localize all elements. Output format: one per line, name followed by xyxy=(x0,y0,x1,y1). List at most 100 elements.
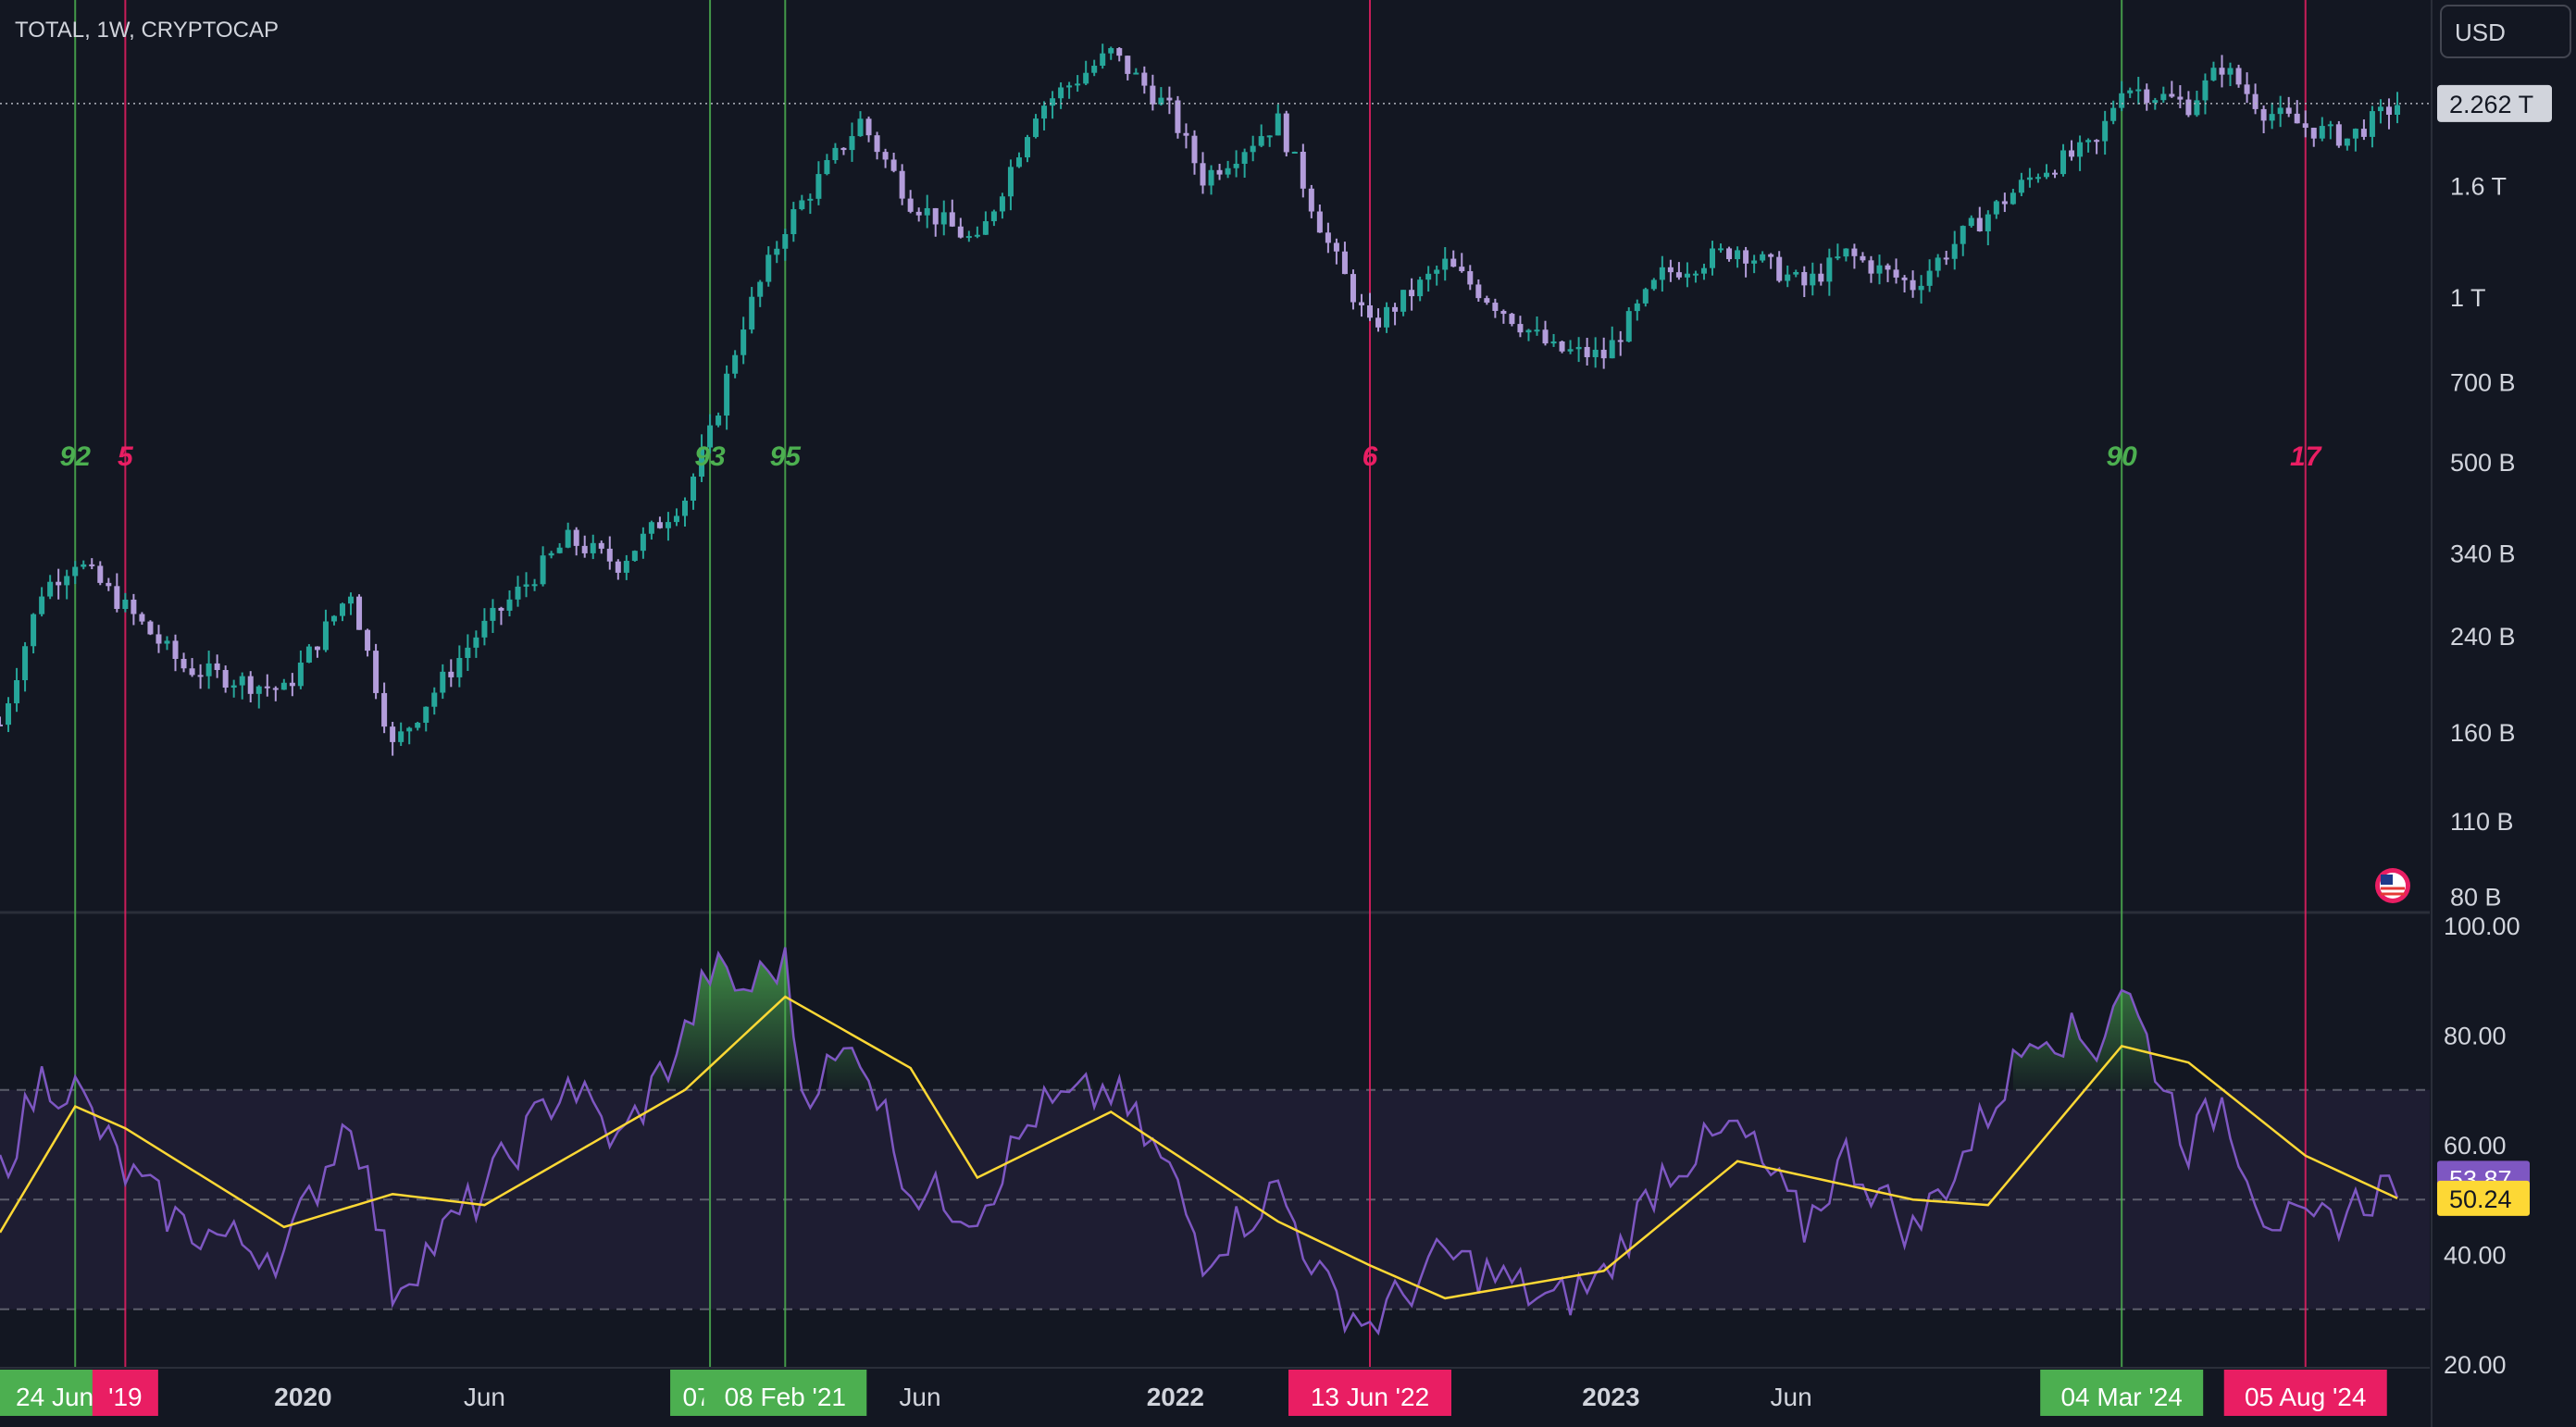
candle-down xyxy=(1743,250,1749,264)
candle-up xyxy=(2077,142,2084,157)
candle-up xyxy=(1007,167,1014,197)
candle-down xyxy=(1675,272,1682,278)
price-tick-label: 700 B xyxy=(2450,369,2516,397)
candle-up xyxy=(1843,248,1849,257)
currency-button[interactable]: USD xyxy=(2440,5,2571,58)
time-marker: 04 Mar '24 xyxy=(2040,1370,2204,1416)
candle-up xyxy=(1810,273,1816,286)
candle-down xyxy=(1191,135,1198,164)
price-tick-label: 80 B xyxy=(2450,883,2502,911)
candle-down xyxy=(1125,56,1131,74)
candle-up xyxy=(440,671,446,693)
signal-label: 90 xyxy=(2107,441,2138,472)
candle-up xyxy=(481,620,488,638)
candle-up xyxy=(205,663,212,676)
last-price-tag xyxy=(2437,84,2552,122)
candle-up xyxy=(340,603,345,616)
time-marker-label: '19 xyxy=(108,1383,143,1411)
candle-down xyxy=(365,629,371,651)
candle-up xyxy=(1592,349,1599,357)
candle-up xyxy=(1700,267,1707,274)
currency-label: USD xyxy=(2455,19,2506,46)
candle-down xyxy=(1141,72,1148,86)
candle-down xyxy=(840,147,847,151)
candle-down xyxy=(1542,329,1549,344)
candle-up xyxy=(749,296,755,330)
candle-up xyxy=(230,685,237,689)
candle-down xyxy=(390,726,396,742)
candle-up xyxy=(640,533,646,552)
candle-down xyxy=(1509,314,1515,325)
candle-up xyxy=(940,212,947,225)
time-marker-background xyxy=(703,1370,867,1416)
rsi-tick-label: 80.00 xyxy=(2444,1023,2507,1050)
candle-down xyxy=(2252,93,2259,109)
rsi-tick-label: 20.00 xyxy=(2444,1351,2507,1379)
candle-up xyxy=(406,727,413,732)
candle-up xyxy=(815,174,822,199)
candle-up xyxy=(2160,93,2167,101)
candle-down xyxy=(1500,310,1507,315)
candle-up xyxy=(665,522,671,528)
us-flag-icon[interactable] xyxy=(2375,868,2410,903)
candle-up xyxy=(423,706,429,724)
candle-up xyxy=(1442,258,1449,270)
candle-up xyxy=(456,657,463,677)
time-tick-label: 2023 xyxy=(1582,1383,1639,1411)
candle-up xyxy=(849,136,855,151)
candle-up xyxy=(122,599,129,609)
candle-down xyxy=(874,135,880,153)
candle-up xyxy=(72,566,79,577)
price-tick-label: 160 B xyxy=(2450,719,2516,747)
candle-down xyxy=(1166,97,1173,101)
candle-down xyxy=(2094,140,2100,143)
candle-up xyxy=(1275,113,1281,136)
candle-down xyxy=(2244,84,2250,94)
time-tick-label: Jun xyxy=(899,1383,940,1411)
candle-down xyxy=(197,675,204,677)
candle-up xyxy=(1108,47,1114,54)
candle-up xyxy=(590,542,596,553)
candle-up xyxy=(1158,97,1164,105)
candle-up xyxy=(540,555,546,585)
candle-up xyxy=(305,646,312,663)
candle-down xyxy=(1818,273,1824,282)
candle-up xyxy=(2085,140,2092,143)
candle-up xyxy=(330,615,337,622)
candle-up xyxy=(1050,98,1056,106)
candle-up xyxy=(1091,66,1098,73)
candle-up xyxy=(2110,107,2117,121)
candle-up xyxy=(1751,260,1758,264)
rsi-band-fill xyxy=(0,1089,2430,1309)
candle-up xyxy=(523,584,529,587)
candle-down xyxy=(156,634,162,644)
candle-up xyxy=(832,147,839,160)
candle-up xyxy=(2043,172,2049,178)
candle-up xyxy=(1826,257,1833,282)
candle-down xyxy=(1467,271,1474,285)
candle-down xyxy=(214,663,220,671)
candle-up xyxy=(974,234,980,237)
candle-down xyxy=(1484,298,1490,304)
rsi-tick-label: 40.00 xyxy=(2444,1242,2507,1270)
candle-up xyxy=(2202,80,2209,101)
candle-down xyxy=(1726,248,1733,260)
candle-up xyxy=(515,586,521,600)
signal-label: 95 xyxy=(770,441,803,472)
candle-up xyxy=(1710,248,1715,268)
candle-down xyxy=(56,581,62,586)
candle-up xyxy=(1250,145,1256,153)
candle-down xyxy=(1333,242,1339,252)
price-tick-label: 1 T xyxy=(2450,284,2486,312)
candle-down xyxy=(1450,258,1457,267)
candle-up xyxy=(732,354,739,374)
last-price-tag-label: 2.262 T xyxy=(2449,91,2533,118)
rsi-ma-line xyxy=(0,995,2398,1300)
candle-up xyxy=(1634,303,1640,312)
candle-up xyxy=(716,416,722,426)
candle-up xyxy=(2010,192,2016,205)
candle-down xyxy=(1885,265,1891,270)
